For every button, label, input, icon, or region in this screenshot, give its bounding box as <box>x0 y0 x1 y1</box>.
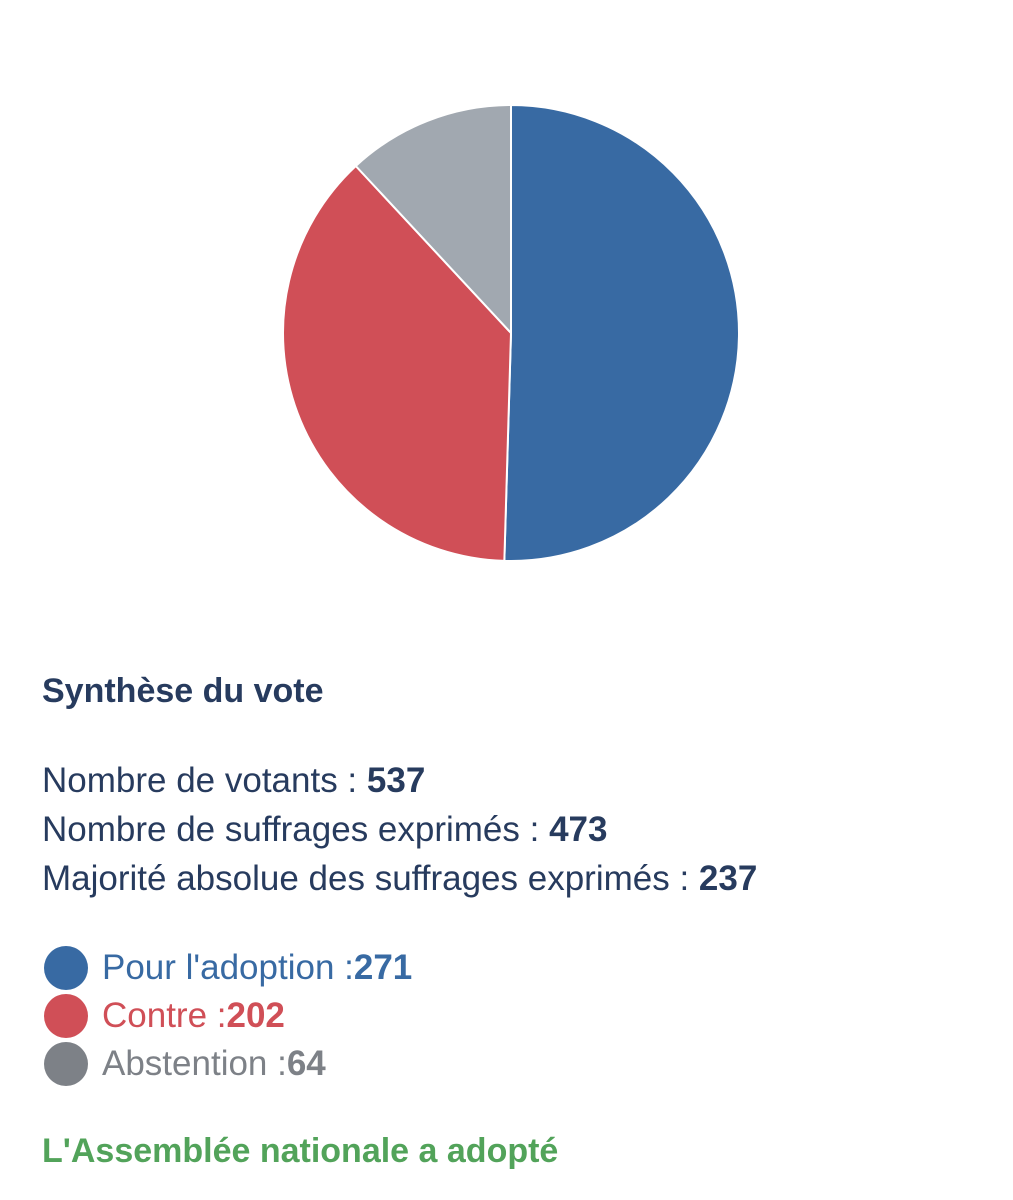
vote-legend: Pour l'adoption : 271 Contre : 202 Abste… <box>44 944 412 1088</box>
legend-item-contre: Contre : 202 <box>44 992 412 1040</box>
pie-slice-contre <box>282 164 512 562</box>
pie-slice-abstention <box>354 104 512 334</box>
suffrages-exprimes-value: 473 <box>549 810 608 849</box>
suffrages-exprimes-label: Nombre de suffrages exprimés : <box>42 810 550 849</box>
legend-contre-value: 202 <box>226 996 285 1035</box>
votants-value: 537 <box>366 761 426 800</box>
majorite-absolue-value: 237 <box>698 859 758 898</box>
legend-abstention-label: Abstention : <box>102 1044 287 1083</box>
vote-pie-chart <box>282 104 740 562</box>
suffrages-exprimes-line: Nombre de suffrages exprimés : 473 <box>42 805 757 854</box>
legend-pour-value: 271 <box>353 948 413 987</box>
legend-pour-label: Pour l'adoption : <box>102 948 354 987</box>
majorite-absolue-line: Majorité absolue des suffrages exprimés … <box>42 854 757 903</box>
legend-contre-label: Contre : <box>102 996 227 1035</box>
majorite-absolue-label: Majorité absolue des suffrages exprimés … <box>42 859 699 898</box>
summary-title: Synthèse du vote <box>42 672 324 710</box>
votants-line: Nombre de votants : 537 <box>42 756 757 805</box>
pour-dot-icon <box>44 946 88 990</box>
contre-dot-icon <box>44 994 88 1038</box>
votants-label: Nombre de votants : <box>42 761 367 800</box>
legend-item-pour: Pour l'adoption : 271 <box>44 944 412 992</box>
legend-abstention-value: 64 <box>286 1044 326 1083</box>
vote-result: L'Assemblée nationale a adopté <box>42 1132 559 1170</box>
legend-item-abstention: Abstention : 64 <box>44 1040 412 1088</box>
pie-slice-pour-l-adoption <box>503 104 740 562</box>
vote-statistics: Nombre de votants : 537 Nombre de suffra… <box>42 756 757 903</box>
abstention-dot-icon <box>44 1042 88 1086</box>
